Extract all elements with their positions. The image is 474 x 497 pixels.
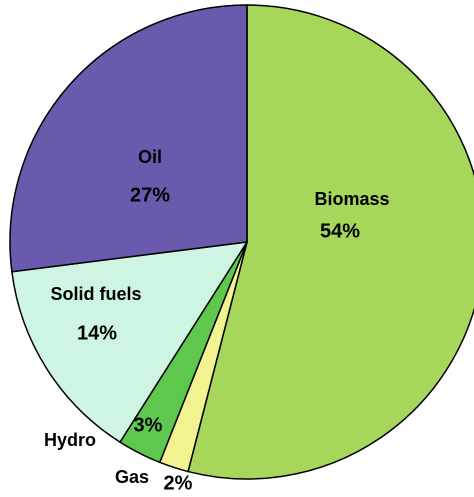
slice-value-label: 3% (134, 414, 163, 436)
slice-value-label: 27% (130, 184, 170, 206)
slice-value-label: 14% (77, 322, 117, 344)
slice-name: Hydro (44, 430, 96, 450)
pie-slice (187, 4, 474, 480)
slice-value-label: 54% (320, 220, 360, 242)
slice-name: Biomass (314, 189, 389, 209)
slice-value-label: 2% (164, 472, 193, 494)
slice-name: Gas (115, 467, 149, 487)
slice-name: Solid fuels (50, 284, 141, 304)
pie-slice (9, 4, 248, 273)
pie-slice (11, 241, 249, 444)
slice-name: Oil (138, 147, 162, 167)
